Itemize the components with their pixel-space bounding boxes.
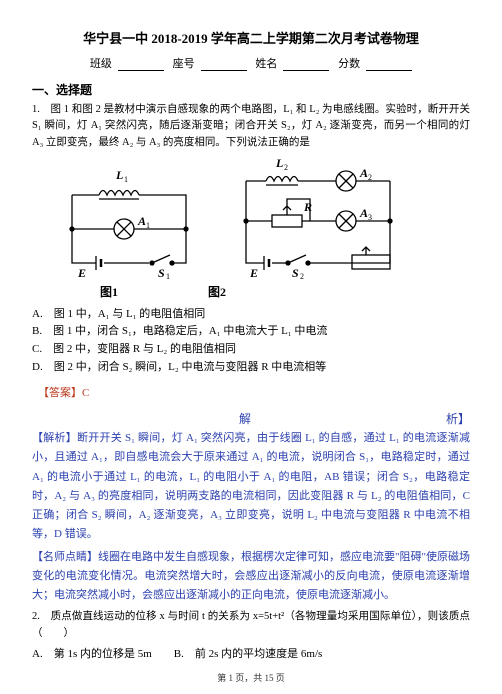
svg-text:S: S	[292, 266, 299, 279]
svg-text:E: E	[249, 266, 258, 279]
q1-option-b: B. 图 1 中，闭合 S₁，电路稳定后，A₁ 中电流大于 L₁ 中电流	[32, 323, 470, 341]
svg-text:R: R	[303, 200, 312, 214]
q2-option-b: B. 前 2s 内的平均速度是 6m/s	[174, 645, 323, 661]
header-row: 班级 座号 姓名 分数	[32, 55, 470, 71]
svg-text:2: 2	[368, 173, 372, 182]
q2-stem: 2. 质点做直线运动的位移 x 与时间 t 的关系为 x=5t+t²（各物理量均…	[32, 609, 470, 643]
svg-text:1: 1	[166, 272, 170, 279]
analysis-head-left	[32, 410, 44, 427]
svg-text:A: A	[137, 214, 146, 228]
svg-text:2: 2	[284, 163, 288, 172]
figure-2: L2 A2 R A3 E S2	[232, 159, 407, 279]
name-blank	[283, 70, 329, 71]
svg-text:E: E	[77, 266, 86, 279]
fig2-label: 图2	[208, 283, 226, 300]
q1-analysis: 【解析】断开开关 S₁ 瞬间，灯 A₁ 突然闪亮，由于线圈 L₁ 的自感，通过 …	[32, 429, 470, 545]
q2-option-a: A. 第 1s 内的位移是 5m	[32, 645, 152, 661]
q1-answer: 【答案】C	[38, 384, 470, 400]
q1-stem: 1. 图 1 和图 2 是教材中演示自感现象的两个电路图，L₁ 和 L₂ 为电感…	[32, 102, 470, 151]
class-label: 班级	[90, 55, 112, 71]
score-blank	[366, 70, 412, 71]
analysis-heading: 解 析】	[32, 410, 470, 427]
svg-text:L: L	[115, 168, 123, 182]
figure-labels: 图1 图2	[100, 283, 470, 300]
circuit-diagrams: L1 A1 E S1	[54, 159, 470, 279]
seat-blank	[201, 70, 247, 71]
page-footer: 第 1 页，共 15 页	[0, 671, 502, 684]
q1-tip: 【名师点睛】线圈在电路中发生自感现象，根据楞次定律可知，感应电流要"阻碍"使原磁…	[32, 548, 470, 606]
score-label: 分数	[338, 55, 360, 71]
svg-text:1: 1	[146, 221, 150, 230]
svg-text:A: A	[359, 206, 368, 220]
q2-options: A. 第 1s 内的位移是 5m B. 前 2s 内的平均速度是 6m/s	[32, 645, 470, 661]
exam-title: 华宁县一中 2018-2019 学年高二上学期第二次月考试卷物理	[32, 28, 470, 47]
q1-option-a: A. 图 1 中，A₁ 与 L₁ 的电阻值相同	[32, 306, 470, 324]
analysis-head-mid: 解	[239, 410, 251, 427]
svg-text:2: 2	[300, 272, 304, 279]
svg-text:L: L	[275, 159, 283, 170]
svg-text:3: 3	[368, 213, 372, 222]
figure-1: L1 A1 E S1	[54, 159, 204, 279]
class-blank	[118, 70, 164, 71]
svg-text:1: 1	[124, 175, 128, 184]
q1-option-c: C. 图 2 中，变阻器 R 与 L₂ 的电阻值相同	[32, 341, 470, 359]
fig1-label: 图1	[100, 283, 118, 300]
svg-text:S: S	[158, 266, 165, 279]
svg-text:A: A	[359, 166, 368, 180]
section-heading: 一、选择题	[32, 81, 470, 98]
analysis-head-right: 析】	[446, 410, 470, 427]
name-label: 姓名	[255, 55, 277, 71]
q1-option-d: D. 图 2 中，闭合 S₂ 瞬间，L₂ 中电流与变阻器 R 中电流相等	[32, 359, 470, 377]
seat-label: 座号	[173, 55, 195, 71]
